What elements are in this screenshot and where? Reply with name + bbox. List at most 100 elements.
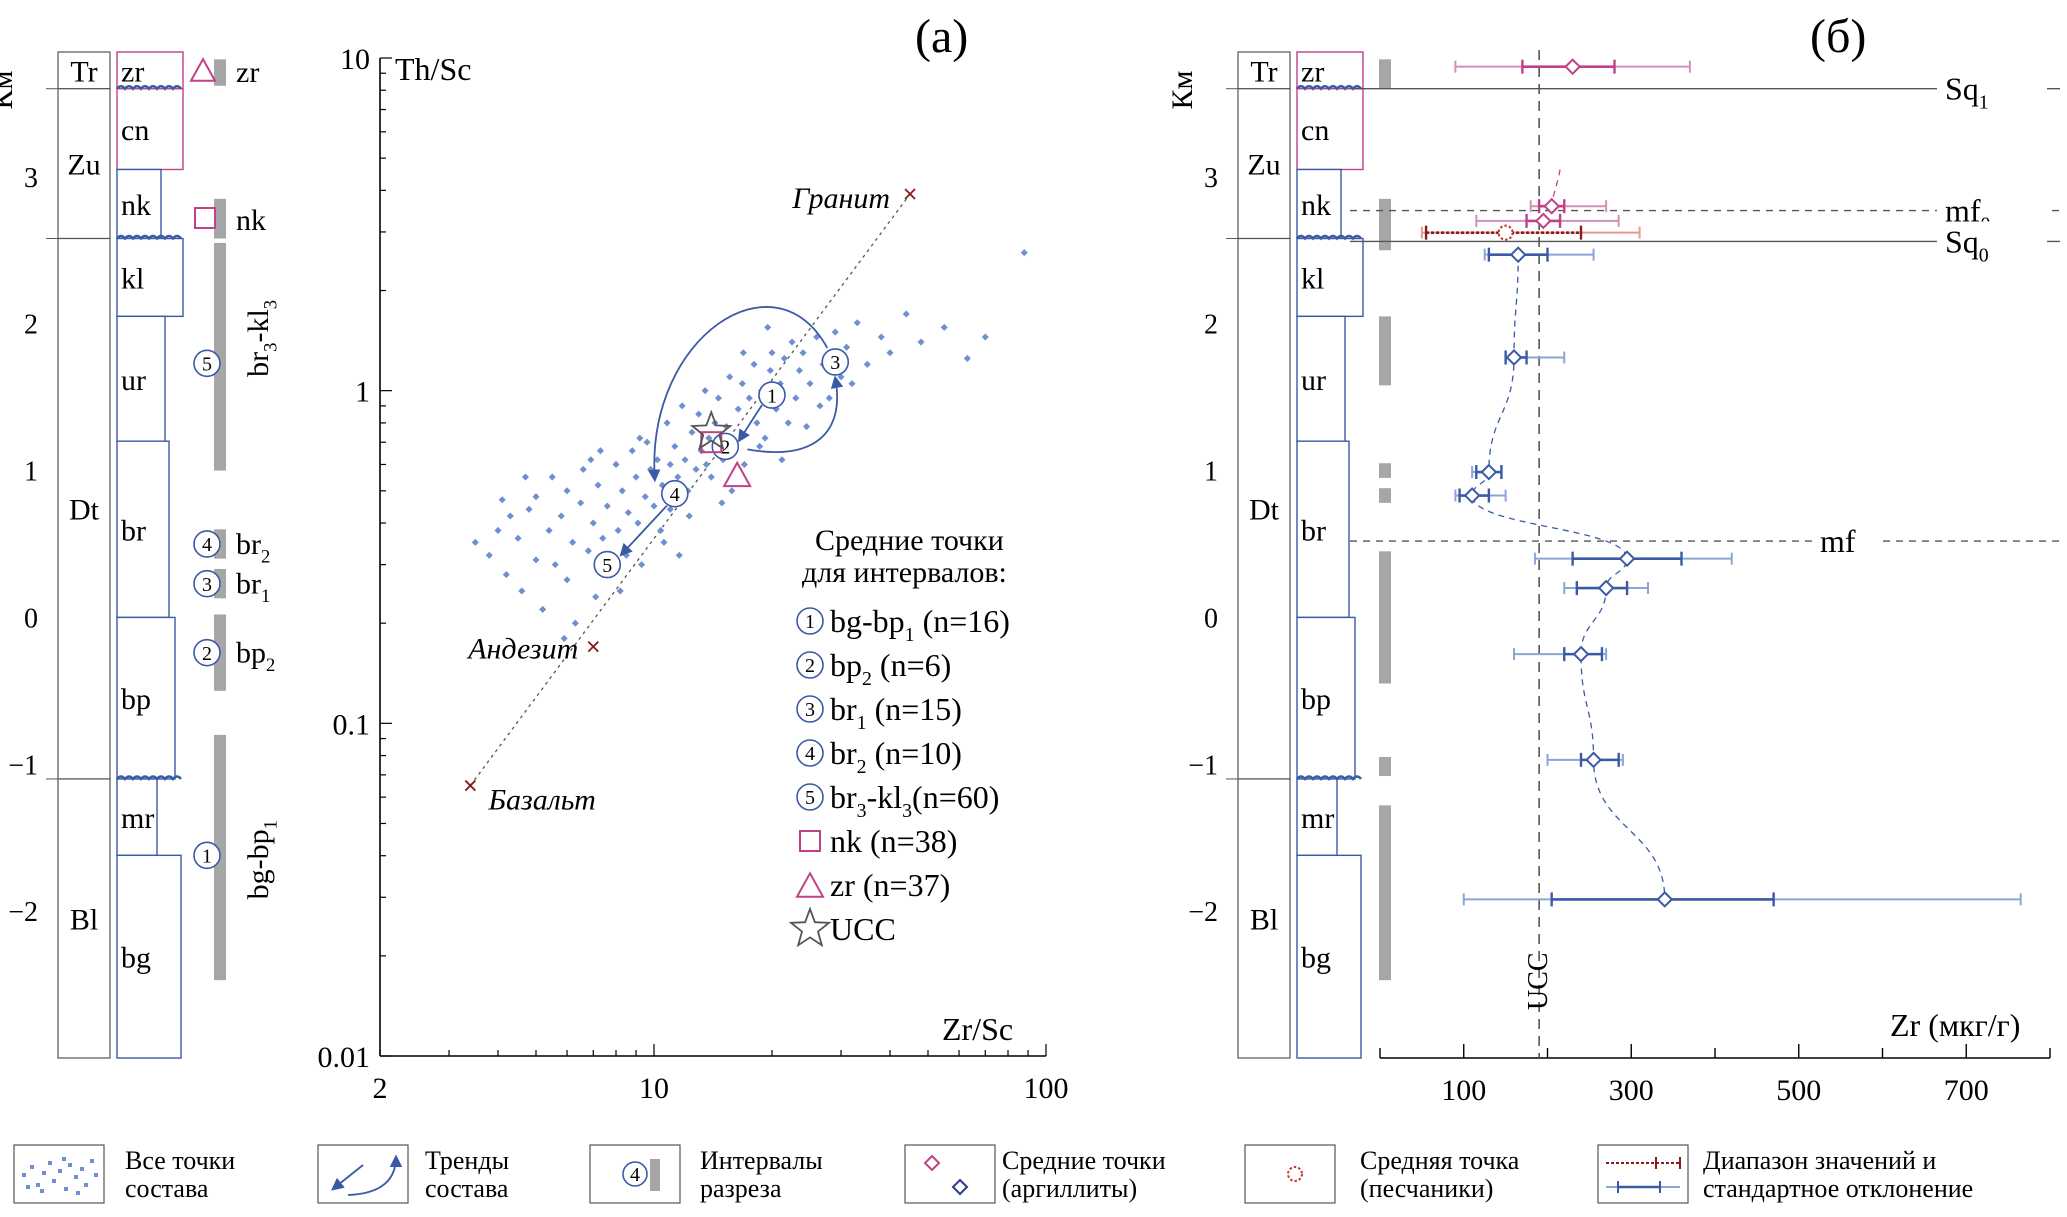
mean-point-4: 4 (661, 479, 689, 508)
legend-marker-1: 1 (796, 607, 824, 635)
mean-point-3-circle (821, 348, 850, 376)
data-point (963, 354, 971, 362)
legend-sandstone-marker (1287, 1166, 1303, 1182)
mean-point-1-label: 1 (767, 385, 777, 407)
interval-marker-4: 4 (193, 530, 221, 558)
data-point (666, 460, 674, 469)
legend-entry-base: UCC (830, 911, 896, 947)
x-tick-label: 700 (1944, 1074, 1989, 1107)
unit-ur (1296, 315, 1346, 442)
legend-marker-4-label: 4 (805, 743, 815, 765)
data-point (599, 534, 607, 542)
legend-entry-n: (n=6) (872, 647, 951, 683)
unit-label-mr: mr (121, 802, 154, 835)
y-tick-label: 0.01 (318, 1041, 371, 1074)
unit-label-kl: kl (121, 262, 144, 295)
legend-diamond-pink (923, 1154, 941, 1172)
data-point (726, 373, 734, 381)
data-point (902, 310, 910, 318)
data-point (675, 551, 683, 559)
interval-marker-1-label: 1 (202, 846, 212, 868)
reference-point-0 (904, 188, 916, 200)
data-point (685, 512, 693, 520)
depth-tick-label: 3 (1204, 163, 1218, 194)
legend-entry: br1 (n=15) (830, 691, 962, 734)
horizon-label-bg (1812, 521, 1878, 562)
reference-point-2 (464, 779, 476, 792)
legend-trend-arrow (347, 1154, 403, 1196)
mean-point-5-circle (593, 550, 622, 579)
x-tick-label: 2 (373, 1072, 388, 1105)
data-point (718, 499, 726, 507)
trend-arrow-2-3 (747, 375, 844, 453)
legend-marker-square (799, 830, 821, 852)
x-tick-label: 500 (1776, 1074, 1821, 1107)
legend-marker-1-label: 1 (805, 611, 815, 633)
data-point (701, 387, 709, 395)
unit-label-nk: nk (1301, 189, 1331, 222)
unit-label-kl: kl (1301, 262, 1324, 295)
legend-entry: UCC (830, 911, 896, 947)
legend-entry-base: nk (n=38) (830, 823, 957, 859)
data-point (886, 349, 894, 357)
data-point (579, 465, 587, 473)
data-point (843, 343, 851, 351)
legend-interval-bar (650, 1159, 660, 1191)
data-point (761, 434, 769, 442)
unit-label-cn: cn (121, 114, 149, 147)
data-point (981, 333, 989, 341)
depth-tick-label: 0 (1204, 603, 1218, 634)
data-point (678, 402, 686, 410)
depth-tick-label: 2 (1204, 310, 1218, 341)
trend-line-blue (1471, 254, 1666, 900)
data-point (614, 526, 622, 534)
data-point (571, 619, 579, 627)
data-point (848, 380, 856, 388)
data-point (803, 423, 811, 431)
data-point (795, 366, 803, 375)
data-point (502, 571, 510, 579)
mean-point-2-label: 2 (720, 437, 730, 459)
data-point (692, 465, 700, 473)
mean-point-5: 5 (593, 550, 622, 579)
data-point (784, 419, 792, 427)
data-point (753, 419, 761, 427)
legend-marker-2: 2 (796, 651, 824, 679)
legend-diamond-blue (951, 1178, 969, 1196)
mean-marker-claystone (1597, 579, 1615, 597)
legend-dot (62, 1157, 66, 1161)
unit-label-Tr: Tr (70, 55, 97, 88)
data-point (738, 380, 746, 388)
unit-Dt (1237, 237, 1291, 780)
interval-label-br3-kl3-base: br (242, 352, 275, 377)
y-tick-label: 0.1 (333, 708, 371, 741)
unit-label-Zu: Zu (67, 149, 100, 182)
legend-dot (80, 1167, 84, 1171)
legend-marker-3-circle (796, 695, 824, 723)
legend-marker-2-circle (796, 651, 824, 679)
data-point (750, 360, 758, 368)
data-point (616, 587, 624, 595)
unit-label-br: br (1301, 514, 1326, 547)
data-point (666, 505, 674, 513)
interval-label-bg-bp1: bg-bp1 (242, 820, 281, 899)
data-point (778, 456, 786, 464)
legend-entry: bg-bp1 (n=16) (830, 603, 1010, 646)
x-tick-label: 10 (639, 1072, 669, 1105)
interval-marker-5-circle (193, 349, 221, 378)
mean-marker-claystone (1543, 197, 1561, 215)
data-point (539, 605, 547, 613)
legend-marker-5-circle (796, 783, 824, 811)
data-point (498, 496, 506, 504)
legend-trend-arrow (331, 1164, 364, 1191)
unit-Zu (57, 88, 111, 240)
mean-point-5-label: 5 (602, 555, 612, 577)
x-axis-label: Zr/Sc (942, 1011, 1013, 1047)
mean-point-4-circle (661, 479, 689, 508)
data-point (494, 526, 502, 534)
data-point (548, 473, 556, 481)
data-point (634, 519, 642, 527)
